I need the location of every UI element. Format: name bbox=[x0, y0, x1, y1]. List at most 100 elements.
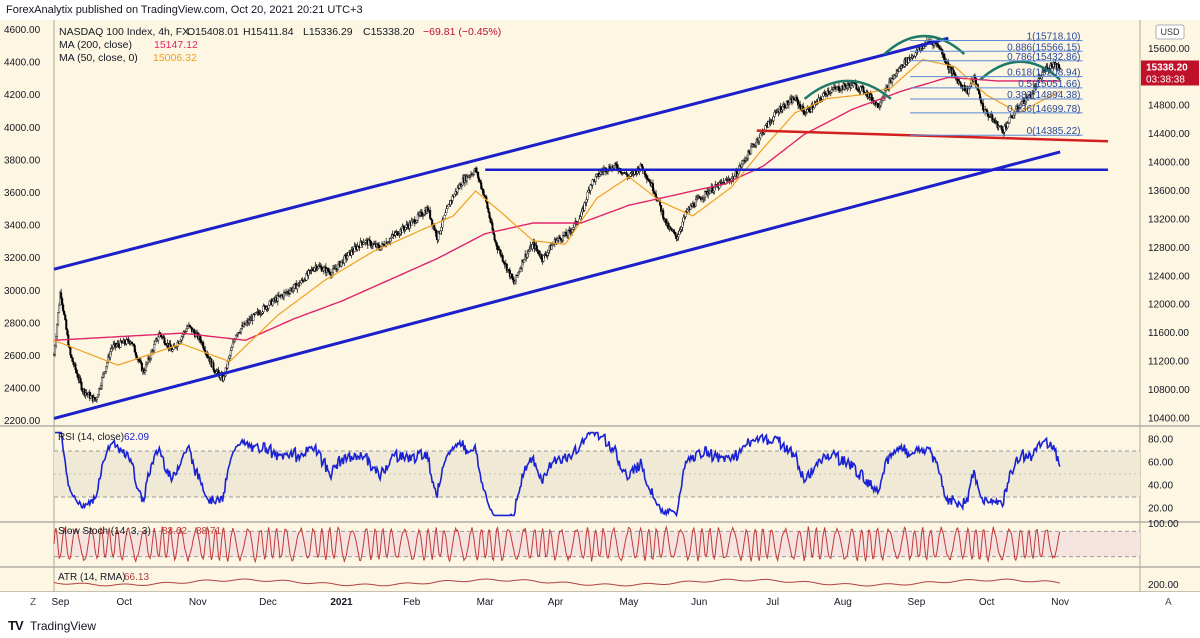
atr-axis-tick: 200.00 bbox=[1148, 580, 1179, 591]
candle-body bbox=[736, 173, 739, 177]
candle-body bbox=[1050, 63, 1053, 67]
last-price-badge bbox=[1141, 60, 1199, 86]
candle-body bbox=[104, 371, 107, 374]
candle-body bbox=[102, 373, 105, 378]
candle-body bbox=[755, 141, 758, 146]
candle-body bbox=[974, 77, 977, 87]
candle-body bbox=[236, 332, 239, 335]
time-axis-tick: Apr bbox=[548, 597, 564, 608]
candle-body bbox=[199, 335, 202, 341]
candle-body bbox=[112, 344, 115, 348]
candle-body bbox=[660, 205, 663, 212]
candle-body bbox=[93, 396, 96, 401]
rsi-band-fill bbox=[54, 451, 1140, 497]
candle-body bbox=[819, 97, 822, 100]
candle-body bbox=[993, 119, 996, 122]
footer: TV TradingView bbox=[0, 612, 1200, 638]
candle-body bbox=[625, 172, 628, 175]
left-axis-tick: 2800.00 bbox=[4, 318, 41, 329]
rsi-axis-tick: 40.00 bbox=[1148, 481, 1173, 492]
left-axis-tick: 4200.00 bbox=[4, 90, 41, 101]
candle-body bbox=[991, 114, 994, 122]
ma200-line bbox=[53, 76, 1061, 342]
candle-body bbox=[526, 252, 529, 258]
candle-body bbox=[172, 345, 175, 350]
fib-level-label: 0.5(15051.66) bbox=[1018, 79, 1080, 90]
time-axis-tick: Oct bbox=[116, 597, 132, 608]
candle-body bbox=[615, 163, 618, 165]
candle-body bbox=[431, 219, 434, 226]
time-axis-tick: Aug bbox=[834, 597, 852, 608]
candle-body bbox=[119, 340, 122, 348]
candle-body bbox=[682, 217, 685, 223]
right-axis-tick: 12400.00 bbox=[1148, 271, 1190, 282]
candle-body bbox=[760, 132, 763, 134]
ma-legend-value: 15147.12 bbox=[154, 39, 198, 51]
candle-body bbox=[179, 339, 182, 342]
candle-body bbox=[299, 282, 302, 286]
candle-body bbox=[1058, 67, 1061, 70]
auto-scale-icon: A bbox=[1165, 597, 1172, 608]
candle-body bbox=[65, 319, 68, 330]
candle-body bbox=[79, 377, 82, 383]
left-axis-tick: 4600.00 bbox=[4, 25, 41, 36]
currency-badge bbox=[1155, 24, 1185, 40]
candle-body bbox=[978, 90, 981, 95]
candle-body bbox=[453, 193, 456, 198]
rsi-axis-tick: 80.00 bbox=[1148, 435, 1173, 446]
candle-body bbox=[517, 272, 520, 276]
candle-body bbox=[61, 298, 64, 306]
candle-body bbox=[60, 292, 63, 299]
candle-body bbox=[317, 265, 320, 269]
candle-body bbox=[97, 388, 100, 396]
candle-body bbox=[1041, 72, 1044, 77]
candle-body bbox=[252, 313, 255, 321]
candle-body bbox=[202, 342, 205, 349]
atr-value: 66.13 bbox=[124, 572, 149, 583]
candle-body bbox=[502, 260, 505, 264]
publish-header: ForexAnalytix published on TradingView.c… bbox=[0, 0, 1200, 20]
candle-body bbox=[580, 211, 583, 217]
candle-body bbox=[479, 180, 482, 183]
candle-body bbox=[180, 336, 183, 341]
candle-body bbox=[418, 212, 421, 216]
candle-body bbox=[289, 290, 292, 294]
candle-body bbox=[644, 174, 647, 177]
candle-body bbox=[943, 54, 946, 61]
tradingview-brand[interactable]: TradingView bbox=[30, 619, 97, 633]
candle-body bbox=[343, 255, 346, 264]
candle-body bbox=[551, 244, 554, 246]
chart-svg[interactable]: 1(15718.10)0.886(15566.15)0.786(15432.86… bbox=[0, 20, 1200, 610]
right-axis-tick: 14000.00 bbox=[1148, 158, 1190, 169]
candle-body bbox=[821, 96, 824, 100]
candle-body bbox=[267, 305, 270, 309]
chart-area[interactable]: 1(15718.10) 0.886(15566.15) 0.786(15432.86… bbox=[0, 20, 1200, 610]
candle-body bbox=[445, 208, 448, 213]
candle-body bbox=[110, 348, 113, 352]
candle-body bbox=[772, 116, 775, 122]
candle-body bbox=[783, 104, 786, 109]
candle-body bbox=[74, 363, 77, 370]
candle-body bbox=[585, 199, 588, 203]
chart-background bbox=[0, 20, 1200, 610]
right-axis-tick: 10800.00 bbox=[1148, 385, 1190, 396]
time-axis-tick: Sep bbox=[908, 597, 926, 608]
right-axis-tick: 15600.00 bbox=[1148, 44, 1190, 55]
candle-body bbox=[496, 245, 499, 250]
candle-body bbox=[62, 304, 65, 312]
candle-body bbox=[959, 82, 962, 86]
time-axis-tick: Nov bbox=[1051, 597, 1069, 608]
candle-body bbox=[799, 103, 802, 108]
candle-body bbox=[353, 246, 356, 252]
candle-body bbox=[230, 347, 233, 351]
candle-body bbox=[117, 343, 120, 346]
candle-body bbox=[595, 174, 598, 177]
candle-body bbox=[859, 86, 862, 92]
candle-body bbox=[435, 230, 438, 237]
candle-body bbox=[56, 324, 59, 337]
candle-body bbox=[694, 199, 697, 207]
tradingview-logo-icon[interactable]: TV bbox=[8, 618, 24, 633]
candle-body bbox=[71, 357, 74, 362]
candle-body bbox=[76, 372, 79, 378]
